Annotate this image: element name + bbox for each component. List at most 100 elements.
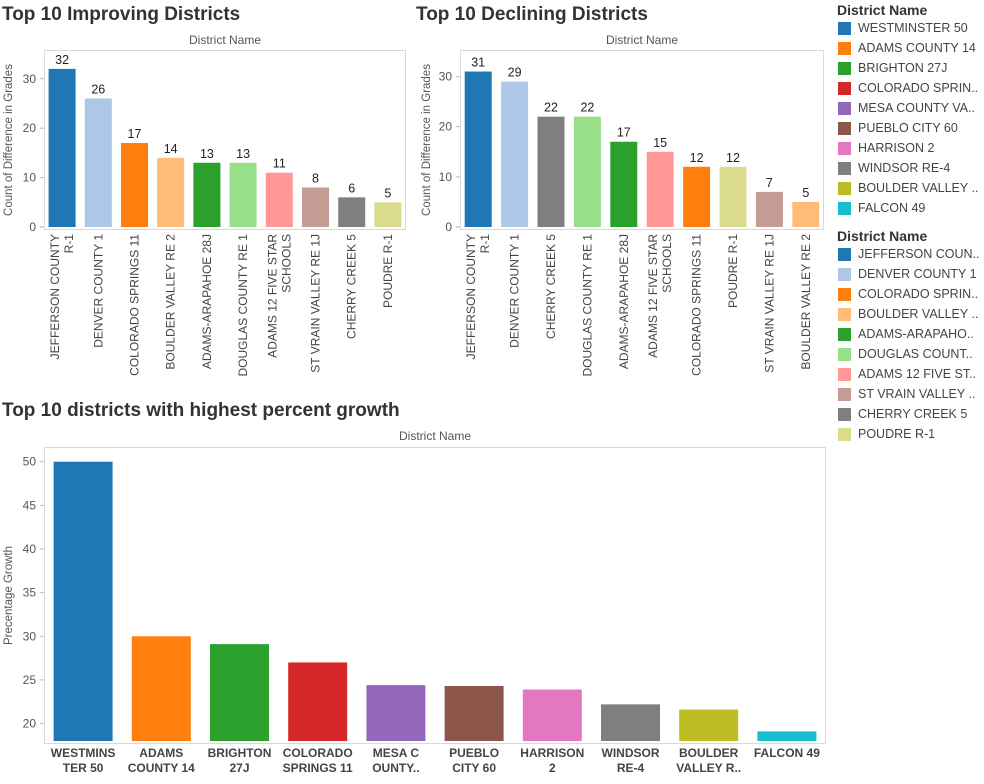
legend-item[interactable]: WESTMINSTER 50 [838,18,984,38]
growth-ytick-label: 40 [23,542,37,556]
legend-item[interactable]: POUDRE R-1 [838,424,984,444]
growth-ytick-label: 30 [23,629,37,643]
legend-label: BOULDER VALLEY .. [858,181,979,195]
legend-swatch [838,247,851,261]
declining-data-label: 7 [766,176,773,190]
legend-item[interactable]: HARRISON 2 [838,138,984,158]
improving-bar [193,162,221,227]
improving-data-label: 5 [384,186,391,200]
legend-label: DOUGLAS COUNT.. [858,347,973,361]
growth-bar [288,662,348,741]
growth-category-label: RE-4 [617,761,645,775]
declining-y-axis-label: Count of Difference in Grades [421,64,433,216]
legend-item[interactable]: BRIGHTON 27J [838,58,984,78]
declining-bar [464,71,492,227]
legend-item[interactable]: PUEBLO CITY 60 [838,118,984,138]
legend-label: BOULDER VALLEY .. [858,307,979,321]
legend-swatch [838,121,851,135]
legend-item[interactable]: FALCON 49 [838,198,984,218]
growth-ytick-label: 25 [23,673,37,687]
improving-bar [121,143,148,227]
legend-swatch [838,201,851,215]
improving-category-label: DENVER COUNTY 1 [91,234,105,348]
declining-ytick-label: 10 [439,170,453,184]
growth-category-label: VALLEY R.. [676,761,741,775]
improving-ytick-label: 10 [23,171,37,185]
legend-item[interactable]: COLORADO SPRIN.. [838,78,984,98]
legend-label: WINDSOR RE-4 [858,161,951,175]
growth-bar [366,685,426,741]
growth-category-label: WINDSOR [602,746,660,760]
improving-category-label: DOUGLAS COUNTY RE 1 [236,234,250,377]
growth-category-label: MESA C [373,746,420,760]
improving-y-axis-label: Count of Difference in Grades [3,64,15,216]
improving-category-label: JEFFERSON COUNTY [48,234,62,359]
declining-data-label: 12 [726,151,740,165]
legend-item[interactable]: WINDSOR RE-4 [838,158,984,178]
declining-category-label: R-1 [478,234,492,254]
legend-item[interactable]: ADAMS-ARAPAHO.. [838,324,984,344]
declining-data-label: 22 [580,101,594,115]
declining-category-label: SCHOOLS [660,234,674,293]
legend-swatch [838,407,851,421]
legend-label: WESTMINSTER 50 [858,21,968,35]
improving-ytick-label: 30 [23,72,37,86]
improving-category-label: R-1 [62,234,76,254]
improving-data-label: 8 [312,171,319,185]
growth-bar [679,709,739,741]
growth-bar [757,731,817,741]
declining-bar [719,166,747,227]
legend-item[interactable]: BOULDER VALLEY .. [838,304,984,324]
legend-item[interactable]: JEFFERSON COUN.. [838,244,984,264]
legend-label: POUDRE R-1 [858,427,936,441]
growth-chart-panel [44,447,826,744]
growth-bar [522,689,582,741]
declining-chart-title: Top 10 Declining Districts [416,4,648,25]
improving-bar [84,98,112,227]
growth-ytick-label: 35 [23,586,37,600]
legend-item[interactable]: MESA COUNTY VA.. [838,98,984,118]
growth-legend-title: District Name [837,2,928,18]
growth-bar [53,461,113,741]
legend-item[interactable]: BOULDER VALLEY .. [838,178,984,198]
growth-category-label: 2 [549,761,556,775]
improving-data-label: 32 [55,53,69,67]
legend-item[interactable]: DOUGLAS COUNT.. [838,344,984,364]
legend-swatch [838,307,851,321]
improving-data-label: 14 [164,142,178,156]
improving-chart-subtitle: District Name [188,33,261,47]
legend-item[interactable]: ADAMS COUNTY 14 [838,38,984,58]
improving-data-label: 6 [348,181,355,195]
improving-bar [338,197,366,227]
declining-data-label: 22 [544,101,558,115]
improving-category-label: SCHOOLS [279,234,293,293]
improving-bar [157,157,185,227]
legend-item[interactable]: ADAMS 12 FIVE ST.. [838,364,984,384]
improving-ytick-label: 0 [29,220,36,234]
growth-category-label: SPRINGS 11 [283,761,353,775]
growth-category-label: BRIGHTON [208,746,272,760]
declining-data-label: 15 [653,136,667,150]
legend-item[interactable]: DENVER COUNTY 1 [838,264,984,284]
declining-category-label: ADAMS 12 FIVE STAR [646,234,660,358]
legend-label: PUEBLO CITY 60 [858,121,958,135]
improving-chart-title: Top 10 Improving Districts [2,4,241,25]
improving-bar [302,187,329,227]
declining-chart-subtitle: District Name [605,33,678,47]
growth-bar [601,704,660,741]
legend-swatch [838,367,851,381]
declining-bar [573,116,601,227]
declining-ytick-label: 0 [445,220,452,234]
legend-swatch [838,41,851,55]
improving-bar [229,162,257,227]
declining-data-label: 17 [617,126,631,140]
legend-item[interactable]: COLORADO SPRIN.. [838,284,984,304]
legend-label: MESA COUNTY VA.. [858,101,975,115]
legend-swatch [838,81,851,95]
legend-item[interactable]: ST VRAIN VALLEY .. [838,384,984,404]
improving-category-label: ST VRAIN VALLEY RE 1J [309,234,323,373]
improving-category-label: BOULDER VALLEY RE 2 [164,234,178,370]
growth-category-label: ADAMS [139,746,183,760]
legend-item[interactable]: CHERRY CREEK 5 [838,404,984,424]
